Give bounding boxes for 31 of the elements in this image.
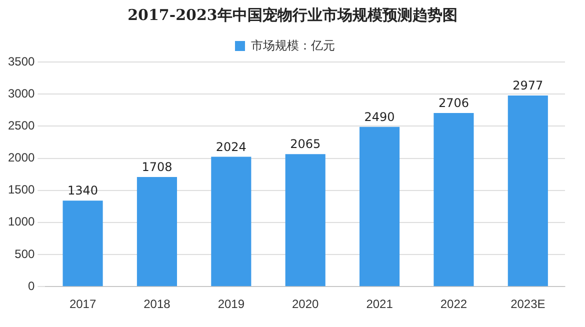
y-tick-label: 0 xyxy=(28,278,36,293)
bar xyxy=(211,156,252,286)
y-tick-label: 1500 xyxy=(8,182,36,197)
y-tick-label: 2500 xyxy=(8,118,36,132)
x-tick-label: 2023E xyxy=(510,297,546,312)
x-tick-label: 2019 xyxy=(218,297,245,312)
legend-label: 市场规模：亿元 xyxy=(251,38,335,52)
data-label: 1708 xyxy=(142,160,172,174)
x-tick-label: 2020 xyxy=(292,297,320,312)
data-label: 2490 xyxy=(364,110,395,124)
bar xyxy=(62,200,103,286)
x-tick-label: 2018 xyxy=(144,297,171,312)
bar xyxy=(434,112,474,286)
x-tick-label: 2022 xyxy=(440,297,468,312)
data-label: 2977 xyxy=(512,78,544,93)
y-tick-label: 500 xyxy=(14,246,36,261)
y-tick-label: 3500 xyxy=(8,54,36,68)
bar xyxy=(508,96,548,286)
data-label: 2706 xyxy=(438,96,469,110)
y-tick-label: 3000 xyxy=(8,86,36,100)
data-label: 1340 xyxy=(68,184,98,198)
x-tick-label: 2017 xyxy=(69,297,96,312)
x-tick-label: 2021 xyxy=(366,297,394,312)
bar xyxy=(136,176,178,286)
data-label: 2024 xyxy=(216,140,246,154)
data-label: 2065 xyxy=(290,137,321,152)
chart-title: 2017-2023年中国宠物行业市场规模预测趋势图 xyxy=(126,6,458,25)
y-tick-label: 2000 xyxy=(8,150,36,165)
bar xyxy=(285,154,326,286)
bar xyxy=(360,126,400,286)
y-tick-label: 1000 xyxy=(8,214,36,229)
